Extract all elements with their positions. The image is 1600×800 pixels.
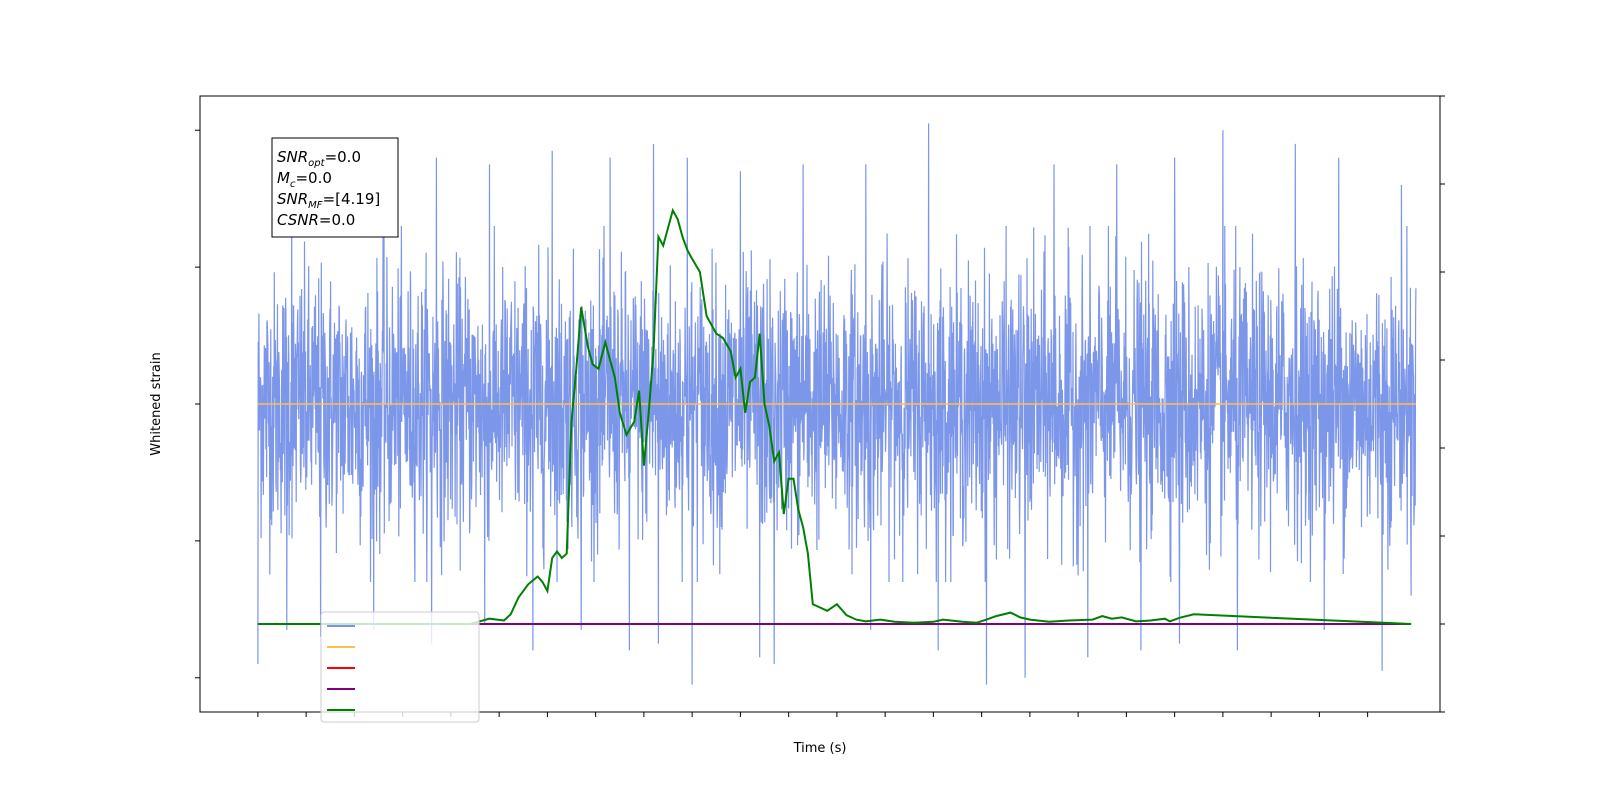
x-axis-label: Time (s)	[793, 741, 847, 756]
annotation-value: =0.0	[325, 148, 361, 166]
legend	[320, 611, 480, 723]
annotation-base: CSNR	[277, 211, 319, 229]
legend-box	[320, 611, 480, 723]
annotation-line: SNRMF=[4.19]	[277, 190, 380, 211]
annotation-base: SNR	[277, 190, 308, 208]
annotation-value: =0.0	[295, 169, 331, 187]
annotation-box	[271, 137, 399, 238]
annotation-subscript: c	[290, 179, 296, 190]
annotation-subscript: opt	[308, 158, 325, 169]
annotation-value: =[4.19]	[323, 190, 381, 208]
annotation-line: SNRopt=0.0	[277, 148, 361, 169]
annotation-line: CSNR=0.0	[277, 211, 355, 229]
annotation-value: =0.0	[319, 211, 355, 229]
y-axis-label: Whitened strain	[149, 352, 164, 455]
series-line-signal-statistics	[257, 207, 1412, 625]
annotation-base: M	[277, 169, 290, 187]
annotation-line: Mc=0.0	[277, 169, 332, 190]
annotation-base: SNR	[277, 148, 308, 166]
annotation-subscript: MF	[308, 200, 323, 211]
series-line-signal-noise	[257, 123, 1417, 685]
